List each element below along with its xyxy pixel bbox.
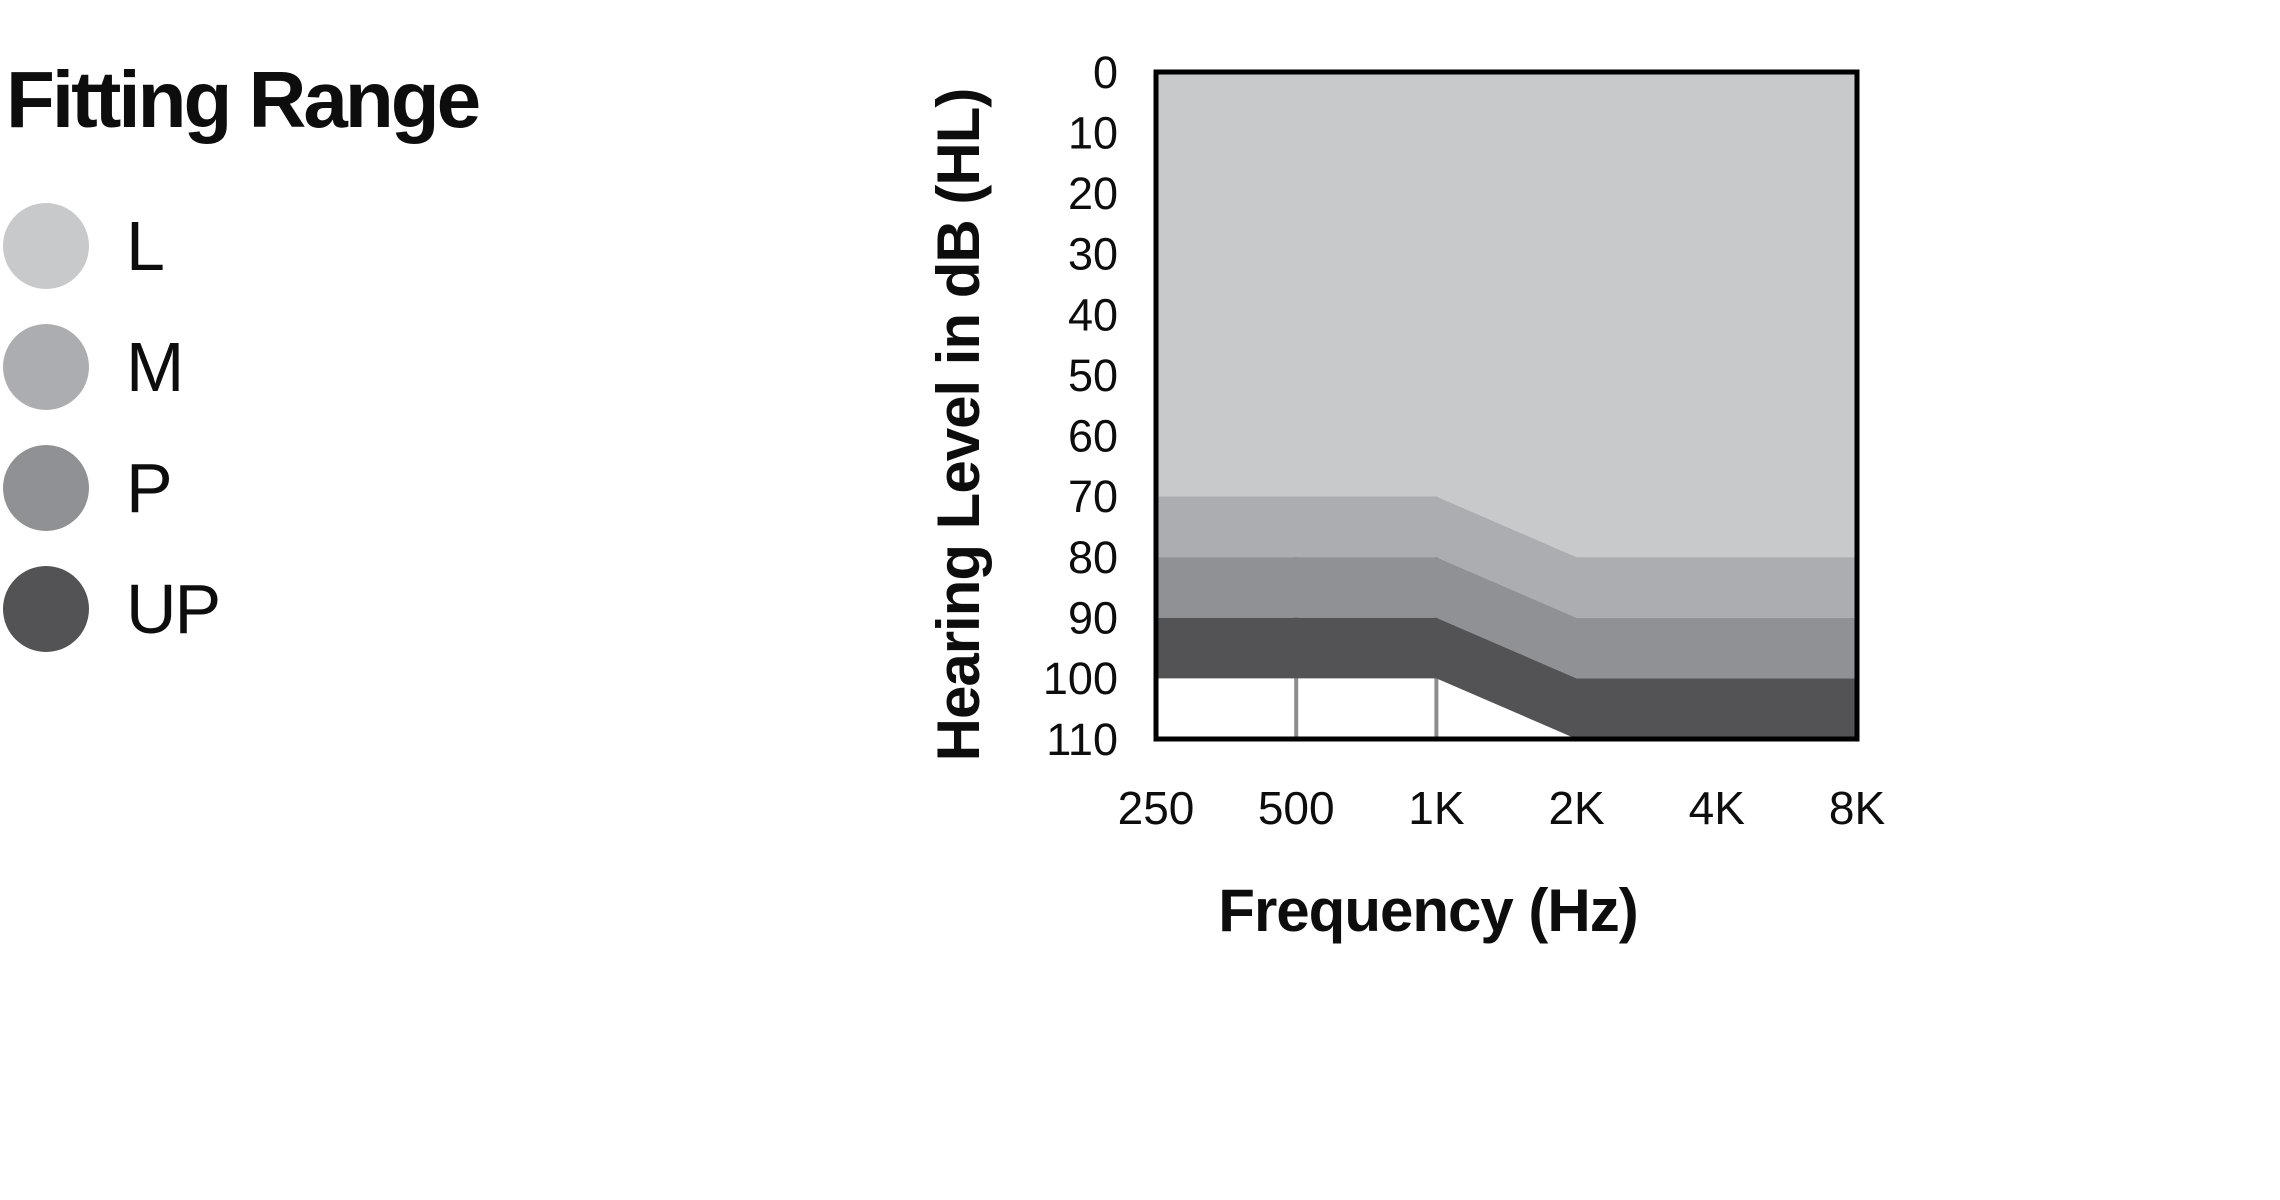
legend: L M P UP [3, 203, 221, 652]
legend-label-up: UP [126, 570, 221, 648]
y-tick-label-80: 80 [1068, 532, 1118, 583]
y-tick-label-70: 70 [1068, 471, 1118, 522]
x-tick-label-250: 250 [1118, 782, 1195, 834]
y-tick-label-90: 90 [1068, 592, 1118, 643]
y-tick-label-40: 40 [1068, 289, 1118, 340]
x-tick-label-500: 500 [1258, 782, 1335, 834]
band-m [1156, 496, 1857, 618]
y-tick-label-0: 0 [1093, 47, 1118, 98]
band-l [1156, 72, 1857, 558]
x-tick-label-4k: 4K [1689, 782, 1746, 834]
legend-swatch-p [3, 445, 89, 531]
y-tick-label-30: 30 [1068, 229, 1118, 280]
legend-swatch-m [3, 324, 89, 410]
y-tick-label-20: 20 [1068, 168, 1118, 219]
band-up [1156, 617, 1857, 739]
y-axis-title: Hearing Level in dB (HL) [925, 89, 992, 762]
y-tick-label-110: 110 [1046, 714, 1118, 765]
legend-item-p: P [3, 445, 219, 531]
legend-label-p: P [126, 449, 173, 527]
y-tick-label-60: 60 [1068, 411, 1118, 462]
y-tick-label-100: 100 [1043, 653, 1118, 704]
legend-item-up: UP [3, 566, 221, 652]
y-tick-label-10: 10 [1068, 107, 1118, 158]
x-tick-label-1k: 1K [1408, 782, 1465, 834]
legend-swatch-l [3, 203, 89, 289]
x-tick-label-2k: 2K [1548, 782, 1605, 834]
band-p [1156, 557, 1857, 679]
y-tick-label-50: 50 [1068, 350, 1118, 401]
legend-label-m: M [126, 328, 184, 406]
legend-label-l: L [126, 207, 165, 285]
legend-swatch-up [3, 566, 89, 652]
legend-item-l: L [3, 203, 219, 289]
legend-item-m: M [3, 324, 219, 410]
x-axis-title: Frequency (Hz) [1218, 877, 1637, 944]
plot-border [1153, 69, 1860, 742]
chart-title: Fitting Range [6, 55, 481, 144]
x-tick-label-8k: 8K [1829, 782, 1886, 834]
